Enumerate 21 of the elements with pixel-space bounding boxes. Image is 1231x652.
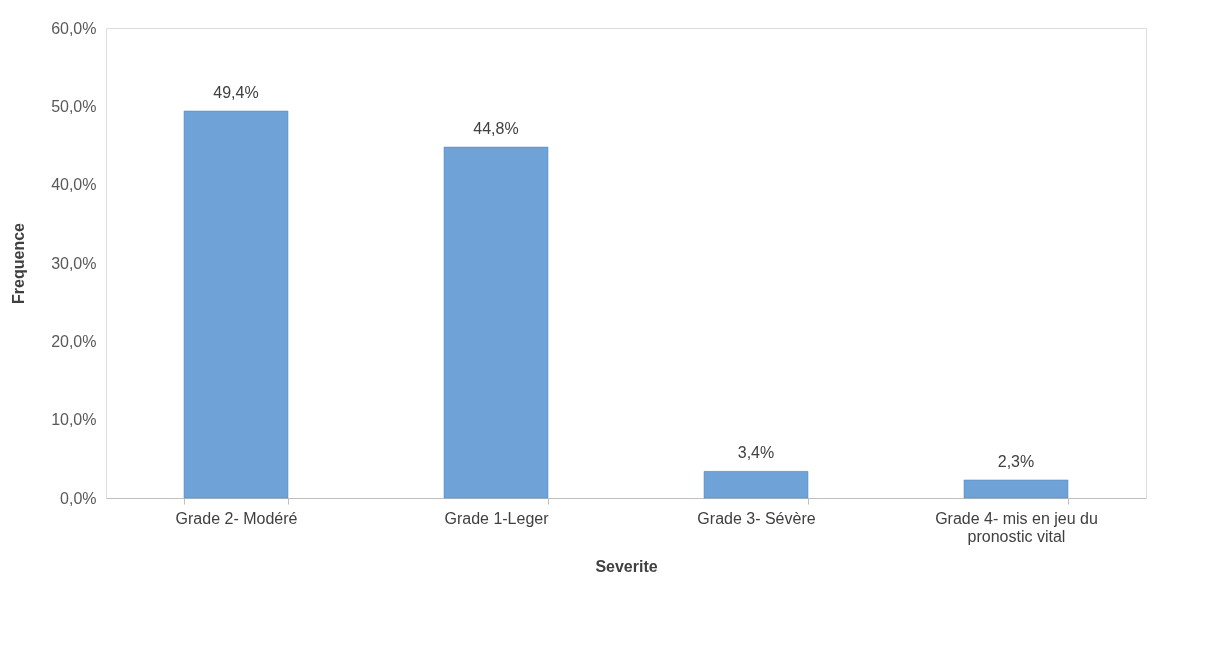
- x-axis-title: Severite: [595, 557, 658, 575]
- y-tick-label: 20,0%: [51, 332, 97, 350]
- data-label: 49,4%: [213, 84, 259, 102]
- data-label: 3,4%: [737, 444, 775, 462]
- bar: [963, 479, 1069, 499]
- bar: [703, 471, 809, 499]
- bar: [443, 146, 549, 499]
- x-tick-label: Grade 1-Leger: [444, 509, 550, 527]
- data-label: 44,8%: [473, 120, 519, 138]
- y-axis-title: Frequence: [10, 222, 28, 304]
- bar: [183, 110, 289, 499]
- y-tick-label: 30,0%: [51, 254, 97, 272]
- data-label: 2,3%: [997, 452, 1035, 470]
- y-tick-label: 40,0%: [51, 176, 97, 194]
- x-tick-label: Grade 2- Modéré: [175, 509, 298, 527]
- y-tick-label: 50,0%: [51, 97, 97, 115]
- y-tick-label: 60,0%: [51, 19, 97, 37]
- y-tick-label: 10,0%: [51, 411, 97, 429]
- x-tick-label: Grade 3- Sévère: [697, 509, 816, 527]
- y-tick-label: 0,0%: [60, 489, 97, 507]
- x-tick-label: Grade 4- mis en jeu du pronostic vital: [935, 509, 1098, 545]
